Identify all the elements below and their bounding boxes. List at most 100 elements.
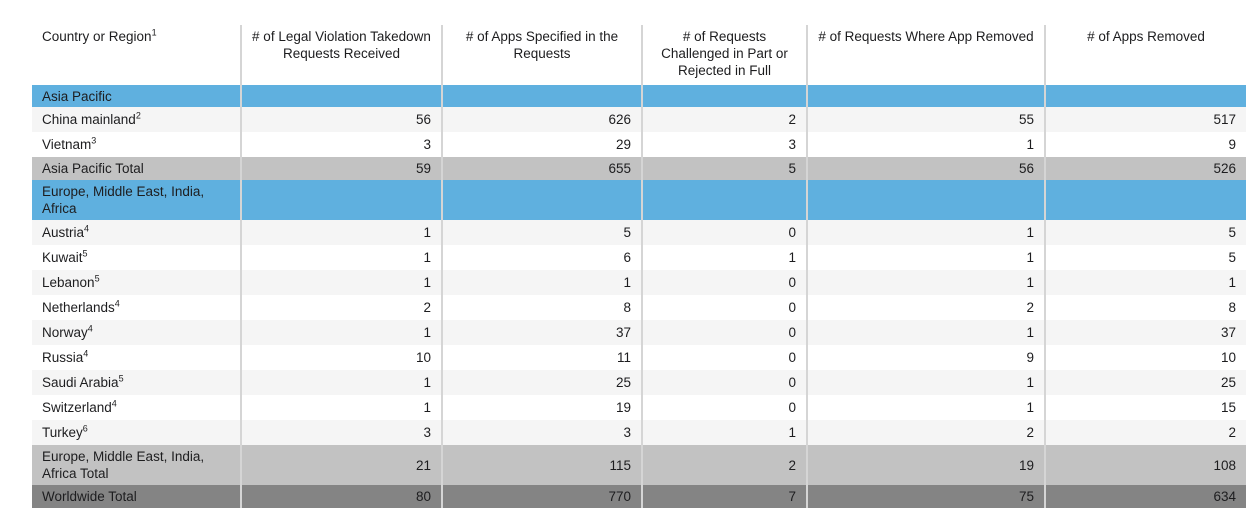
row-label: Norway — [42, 325, 88, 340]
value-cell: 25 — [441, 370, 642, 395]
footnote-marker: 1 — [151, 27, 157, 38]
value-cell: 634 — [1044, 485, 1246, 508]
table-row: Saudi Arabia5 1 25 0 1 25 — [32, 370, 1246, 395]
value-cell: 5 — [1044, 220, 1246, 245]
value-cell: 1 — [806, 395, 1045, 420]
row-label: Switzerland — [42, 400, 112, 415]
value-cell: 2 — [240, 295, 442, 320]
value-cell — [240, 180, 442, 220]
footnote-marker: 4 — [83, 348, 89, 359]
value-cell: 655 — [441, 157, 642, 180]
value-cell: 3 — [441, 420, 642, 445]
value-cell: 9 — [806, 345, 1045, 370]
value-cell: 1 — [240, 220, 442, 245]
value-cell: 6 — [441, 245, 642, 270]
value-cell: 1 — [240, 370, 442, 395]
footnote-marker: 3 — [91, 135, 97, 146]
table-row: Europe, Middle East, India, Africa Total… — [32, 445, 1246, 485]
value-cell: 0 — [641, 270, 807, 295]
value-cell: 1 — [806, 220, 1045, 245]
row-label-cell: Lebanon5 — [32, 270, 241, 295]
value-cell: 1 — [806, 270, 1045, 295]
value-cell: 8 — [441, 295, 642, 320]
table-row: Turkey6 3 3 1 2 2 — [32, 420, 1246, 445]
value-cell: 10 — [1044, 345, 1246, 370]
row-label: Asia Pacific — [42, 88, 112, 104]
row-label: Vietnam — [42, 137, 92, 152]
table-header-row: Country or Region1 # of Legal Violation T… — [32, 25, 1246, 85]
row-label-cell: Netherlands4 — [32, 295, 241, 320]
value-cell: 19 — [806, 445, 1045, 485]
value-cell — [240, 85, 442, 107]
value-cell — [441, 180, 642, 220]
row-label: Lebanon — [42, 275, 95, 290]
value-cell: 0 — [641, 370, 807, 395]
footnote-marker: 4 — [84, 223, 90, 234]
column-header-label: Country or Region — [42, 29, 152, 44]
row-label-cell: Europe, Middle East, India, Africa Total — [32, 445, 241, 485]
row-label: Netherlands — [42, 300, 115, 315]
row-label: Worldwide Total — [42, 489, 137, 504]
table-row: Asia Pacific Total 59 655 5 56 526 — [32, 157, 1246, 180]
value-cell — [806, 180, 1045, 220]
table-row: Worldwide Total 80 770 7 75 634 — [32, 485, 1246, 508]
table-row: Norway4 1 37 0 1 37 — [32, 320, 1246, 345]
value-cell: 3 — [240, 420, 442, 445]
value-cell: 1 — [1044, 270, 1246, 295]
footnote-marker: 4 — [111, 398, 117, 409]
column-header-label: # of Apps Specified in the Requests — [465, 29, 619, 61]
footnote-marker: 2 — [135, 110, 141, 121]
value-cell: 1 — [240, 270, 442, 295]
value-cell: 56 — [806, 157, 1045, 180]
table-body: Asia Pacific China mainland2 56 626 2 55 517 Vi… — [32, 85, 1246, 508]
value-cell — [441, 85, 642, 107]
col-header-country-or-region: Country or Region1 — [32, 25, 241, 85]
value-cell: 80 — [240, 485, 442, 508]
value-cell: 29 — [441, 132, 642, 157]
col-header-takedown-requests-received: # of Legal Violation Takedown Requests R… — [240, 25, 442, 85]
table-row: Asia Pacific — [32, 85, 1246, 107]
row-label-cell: Kuwait5 — [32, 245, 241, 270]
value-cell: 25 — [1044, 370, 1246, 395]
col-header-apps-removed: # of Apps Removed — [1044, 25, 1246, 85]
table-row: Switzerland4 1 19 0 1 15 — [32, 395, 1246, 420]
value-cell: 2 — [806, 295, 1045, 320]
table-row: China mainland2 56 626 2 55 517 — [32, 107, 1246, 132]
value-cell: 626 — [441, 107, 642, 132]
value-cell: 108 — [1044, 445, 1246, 485]
value-cell: 37 — [441, 320, 642, 345]
value-cell: 517 — [1044, 107, 1246, 132]
row-label: Austria — [42, 225, 85, 240]
value-cell: 7 — [641, 485, 807, 508]
table-row: Europe, Middle East, India, Africa — [32, 180, 1246, 220]
value-cell: 75 — [806, 485, 1045, 508]
row-label-cell: Asia Pacific — [32, 85, 241, 107]
value-cell: 37 — [1044, 320, 1246, 345]
value-cell: 5 — [1044, 245, 1246, 270]
value-cell: 3 — [240, 132, 442, 157]
value-cell — [1044, 180, 1246, 220]
table-row: Austria4 1 5 0 1 5 — [32, 220, 1246, 245]
row-label: Europe, Middle East, India, Africa Total — [42, 449, 205, 481]
value-cell: 2 — [1044, 420, 1246, 445]
value-cell: 1 — [641, 245, 807, 270]
value-cell: 1 — [240, 320, 442, 345]
table-header: Country or Region1 # of Legal Violation T… — [32, 25, 1246, 85]
value-cell: 11 — [441, 345, 642, 370]
row-label: Saudi Arabia — [42, 375, 119, 390]
value-cell: 15 — [1044, 395, 1246, 420]
value-cell: 1 — [240, 245, 442, 270]
row-label-cell: Europe, Middle East, India, Africa — [32, 180, 241, 220]
value-cell: 56 — [240, 107, 442, 132]
footnote-marker: 5 — [118, 373, 124, 384]
value-cell: 2 — [806, 420, 1045, 445]
footnote-marker: 5 — [82, 248, 88, 259]
value-cell: 1 — [240, 395, 442, 420]
value-cell — [641, 85, 807, 107]
column-header-label: # of Apps Removed — [1087, 29, 1205, 44]
row-label-cell: Worldwide Total — [32, 485, 241, 508]
value-cell: 1 — [641, 420, 807, 445]
footnote-marker: 4 — [114, 298, 120, 309]
transparency-report-page: Country or Region1 # of Legal Violation T… — [32, 25, 1246, 508]
value-cell: 1 — [441, 270, 642, 295]
